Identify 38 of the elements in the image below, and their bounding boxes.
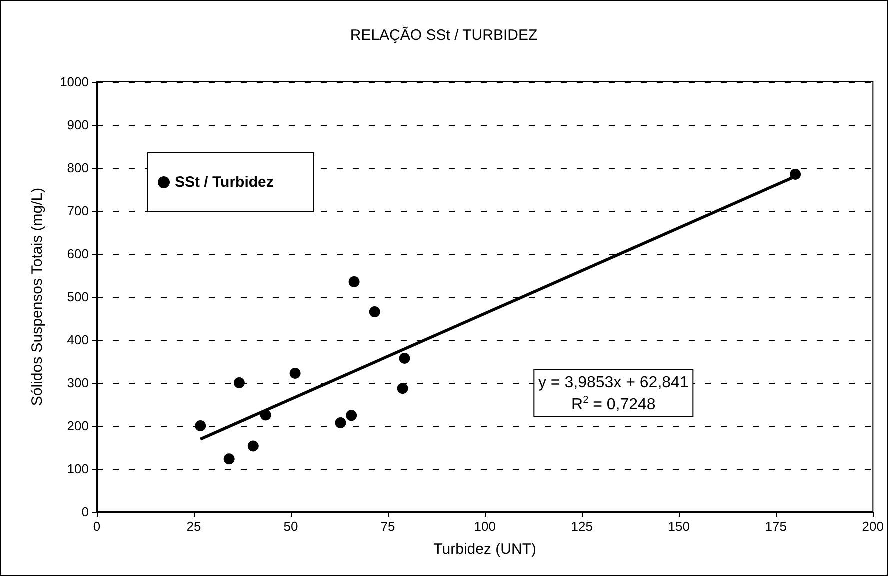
- legend-label: SSt / Turbidez: [175, 174, 274, 191]
- point: [790, 168, 802, 180]
- point: [260, 410, 272, 421]
- point: [224, 454, 235, 465]
- x-tick-label: 0: [93, 519, 101, 534]
- y-tick-label: 300: [67, 376, 89, 390]
- y-tick-label: 200: [67, 418, 89, 434]
- y-tick-label: 800: [67, 160, 89, 176]
- x-tick-label: 25: [186, 519, 202, 534]
- point: [234, 378, 245, 388]
- annotation: y = 3,9853x + 62,841: [538, 374, 689, 392]
- x-tick-label: 175: [765, 519, 787, 534]
- y-axis-title: Sólidos Suspensos Totais (mg/L): [29, 188, 46, 406]
- x-tick-label: 200: [862, 519, 884, 534]
- x-tick-label: 125: [571, 519, 593, 534]
- point: [195, 420, 206, 432]
- x-tick-label: 100: [474, 519, 496, 534]
- y-tick-label: 700: [67, 204, 89, 218]
- point: [346, 410, 358, 422]
- x-tick-label: 150: [668, 519, 690, 534]
- y-tick-label: 500: [67, 290, 89, 304]
- y-tick-label: 0: [82, 504, 89, 520]
- y-tick-label: 1000: [60, 74, 89, 90]
- x-tick-label: 75: [380, 519, 396, 534]
- x-tick-label: 50: [284, 519, 298, 534]
- x-axis-title: Turbidez (UNT): [434, 541, 536, 558]
- point: [397, 383, 408, 394]
- point: [369, 306, 380, 318]
- point: [248, 440, 259, 452]
- y-tick-label: 100: [67, 462, 89, 476]
- chart-title: RELAÇÃO SSt / TURBIDEZ: [350, 26, 538, 44]
- point: [399, 352, 410, 364]
- point: [335, 417, 346, 428]
- y-tick-label: 600: [67, 246, 89, 262]
- y-tick-label: 900: [67, 118, 89, 132]
- point: [348, 276, 360, 288]
- y-tick-label: 400: [67, 332, 89, 348]
- point: [290, 368, 301, 380]
